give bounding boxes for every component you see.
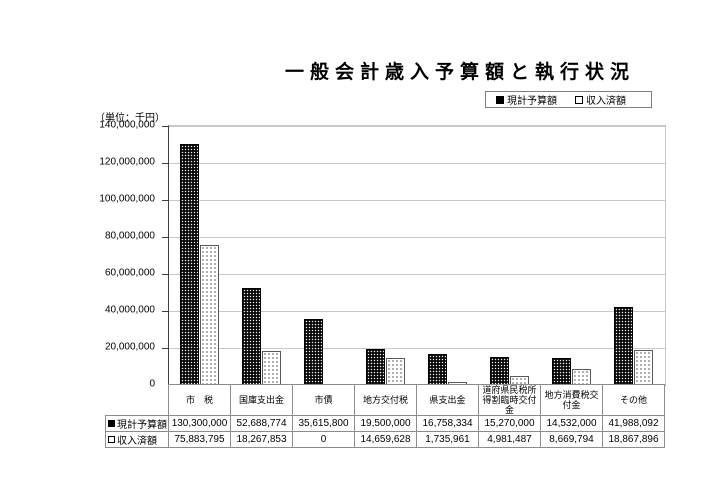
table-value-cell: 18,267,853 <box>230 431 293 448</box>
gridline <box>169 200 665 201</box>
y-axis-tick <box>162 311 168 312</box>
table-value-cell: 1,735,961 <box>416 431 479 448</box>
bar-group <box>479 126 541 385</box>
y-axis-tick <box>162 237 168 238</box>
bar-group <box>355 126 417 385</box>
bar-group <box>231 126 293 385</box>
bar-budget <box>242 288 261 385</box>
series-name: 現計予算額 <box>117 420 167 431</box>
table-value-cell: 35,615,800 <box>292 415 355 432</box>
y-axis-label: 140,000,000 <box>99 119 155 131</box>
y-axis-label: 100,000,000 <box>99 193 155 205</box>
y-axis-label: 40,000,000 <box>104 304 155 316</box>
bar-budget <box>614 307 633 385</box>
gridline <box>169 274 665 275</box>
table-header-cell: 市 税 <box>168 384 231 416</box>
bar-received <box>262 351 281 385</box>
bar-received <box>200 245 219 385</box>
table-value-cell: 16,758,334 <box>416 415 479 432</box>
table-value-cell: 52,688,774 <box>230 415 293 432</box>
gridline <box>169 237 665 238</box>
filled-square-marker-icon <box>108 420 115 427</box>
table-header-cell: 国庫支出金 <box>230 384 293 416</box>
table-corner-cell <box>106 385 169 416</box>
y-axis-label: 20,000,000 <box>104 341 155 353</box>
bar-budget <box>304 319 323 385</box>
table-header-cell: 道府県民税所得割臨時交付金 <box>478 384 541 416</box>
bar-budget <box>490 357 509 385</box>
y-axis-label: 120,000,000 <box>99 156 155 168</box>
open-square-marker-icon <box>108 436 115 443</box>
series-name: 収入済額 <box>117 436 157 447</box>
bar-group <box>169 126 231 385</box>
open-square-marker-icon <box>575 95 583 104</box>
table-value-cell: 15,270,000 <box>478 415 541 432</box>
bar-budget <box>552 358 571 385</box>
bar-group <box>417 126 479 385</box>
table-value-cell: 14,532,000 <box>540 415 603 432</box>
y-axis-tick <box>162 200 168 201</box>
table-value-cell: 0 <box>292 431 355 448</box>
bar-received <box>572 369 591 385</box>
y-axis-tick <box>162 126 168 127</box>
y-axis-tick <box>162 274 168 275</box>
y-axis-labels: 0 20,000,000 40,000,000 60,000,000 80,000,00… <box>55 120 160 390</box>
table-value-cell: 4,981,487 <box>478 431 541 448</box>
bar-group <box>603 126 665 385</box>
gridline <box>169 348 665 349</box>
y-axis-tick <box>162 348 168 349</box>
legend: 現計予算額 収入済額 <box>485 91 652 108</box>
table-value-cell: 18,867,896 <box>602 431 665 448</box>
plot-area <box>162 125 666 386</box>
legend-item-budget: 現計予算額 <box>496 92 557 107</box>
table-row: 現計予算額 130,300,000 52,688,774 35,615,800 19,5… <box>105 415 665 432</box>
bar-group <box>541 126 603 385</box>
table-row: 収入済額 75,883,795 18,267,853 0 14,659,628 1,735… <box>105 431 665 448</box>
bar-group <box>293 126 355 385</box>
y-axis-label: 0 <box>149 378 155 390</box>
y-axis-tick <box>162 163 168 164</box>
table-header-cell: その他 <box>602 384 665 416</box>
gridline <box>169 163 665 164</box>
table-header-cell: 市債 <box>292 384 355 416</box>
bar-received <box>634 350 653 385</box>
bar-budget <box>428 354 447 385</box>
unit-label: （単位：千円） <box>95 113 165 124</box>
data-table: 市 税国庫支出金 市債 地方交付税 県支出金 道府県民税所得割臨時交付金 地方消費税交付金… <box>105 384 665 448</box>
gridline <box>169 311 665 312</box>
table-value-cell: 14,659,628 <box>354 431 417 448</box>
table-value-cell: 19,500,000 <box>354 415 417 432</box>
table-value-cell: 130,300,000 <box>168 415 231 432</box>
legend-label-received: 収入済額 <box>586 96 626 107</box>
chart-title: 一般会計歳入予算額と執行状況 <box>284 62 635 83</box>
y-axis-label: 60,000,000 <box>104 267 155 279</box>
table-header-cell: 地方消費税交付金 <box>540 384 603 416</box>
table-row-label: 現計予算額 <box>105 415 169 432</box>
gridline <box>169 126 665 127</box>
bar-received <box>386 358 405 385</box>
filled-square-marker-icon <box>496 95 504 104</box>
table-value-cell: 75,883,795 <box>168 431 231 448</box>
legend-label-budget: 現計予算額 <box>507 96 557 107</box>
legend-item-received: 収入済額 <box>575 92 626 107</box>
table-value-cell: 8,669,794 <box>540 431 603 448</box>
y-axis-label: 80,000,000 <box>104 230 155 242</box>
table-row-label: 収入済額 <box>105 431 169 448</box>
table-header-cell: 地方交付税 <box>354 384 417 416</box>
bar-budget <box>366 349 385 385</box>
table-value-cell: 41,988,092 <box>602 415 665 432</box>
bar-budget <box>180 144 199 385</box>
table-header-cell: 県支出金 <box>416 384 479 416</box>
